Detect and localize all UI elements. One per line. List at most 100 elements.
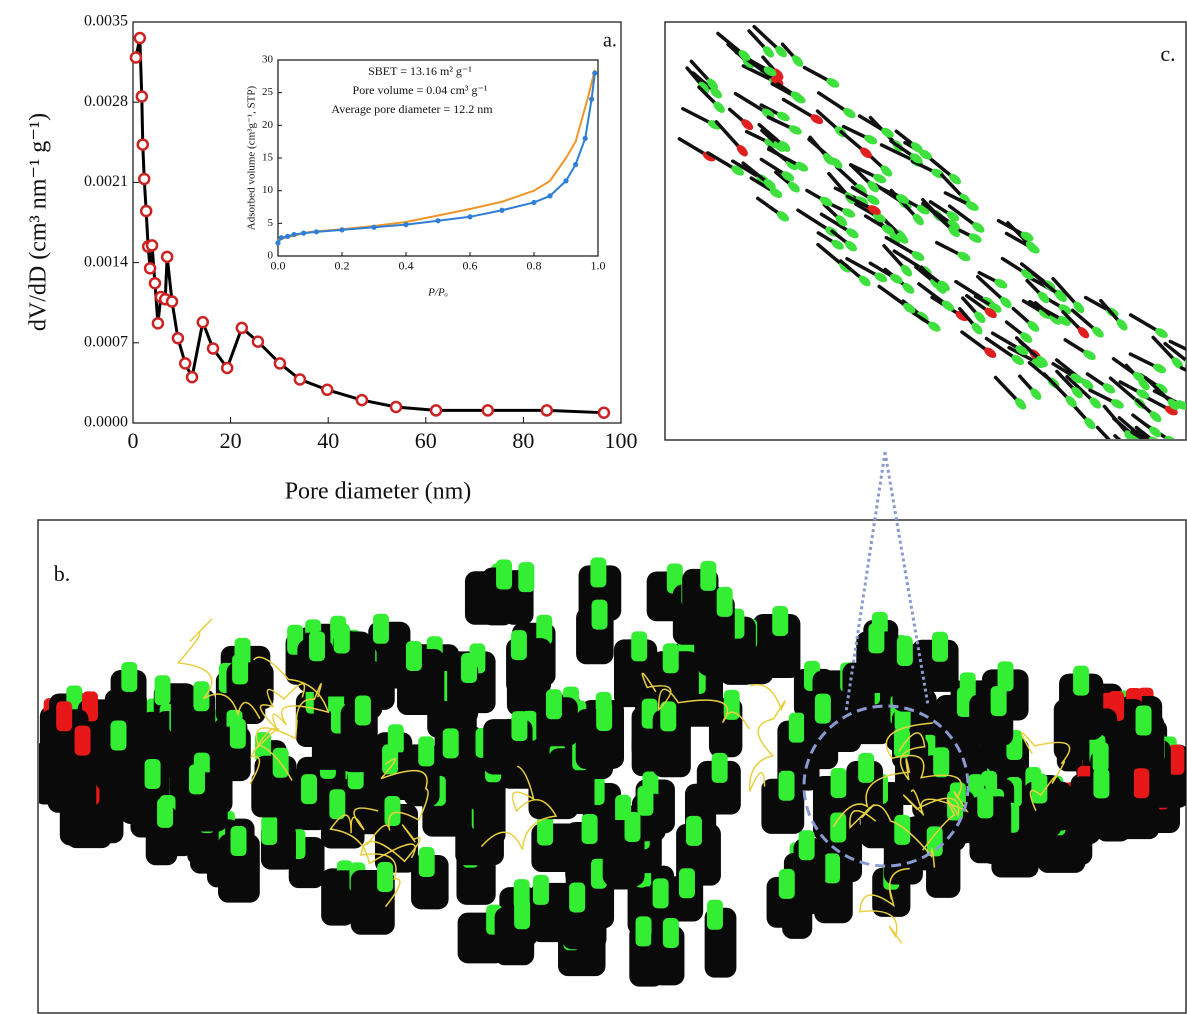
atom (874, 272, 888, 283)
cap (545, 689, 562, 720)
cap (56, 701, 73, 732)
cap (418, 847, 435, 878)
atom (1149, 426, 1162, 438)
x-tick-label: 80 (512, 428, 534, 453)
marker (129, 51, 143, 64)
cap (382, 744, 399, 775)
atom (968, 233, 982, 243)
cap (154, 675, 171, 706)
atom (706, 78, 718, 91)
cap (660, 701, 677, 732)
atom (1102, 383, 1116, 394)
chain (859, 867, 910, 944)
marker (171, 331, 185, 345)
atom (957, 251, 971, 262)
marker (320, 383, 334, 397)
atom (823, 152, 834, 165)
bond (1179, 366, 1186, 373)
cap (778, 770, 795, 801)
cap (518, 562, 535, 593)
atom (881, 127, 894, 138)
marker (139, 204, 153, 218)
marker (145, 239, 159, 252)
cap (461, 652, 478, 683)
atom (855, 183, 867, 196)
x-axis-label: Pore diameter (nm) (285, 479, 472, 505)
atom (1171, 357, 1183, 369)
atom (787, 181, 800, 193)
atom (778, 140, 791, 152)
atom (1065, 395, 1077, 408)
cap (591, 599, 608, 630)
cap (652, 878, 669, 909)
chain (903, 789, 960, 851)
atom (731, 165, 745, 176)
atom (769, 188, 783, 198)
atom (974, 311, 986, 324)
atom (1132, 371, 1146, 383)
chain (176, 618, 261, 720)
cap (977, 788, 994, 819)
y-axis-label: dV/dD (cm³ nm⁻¹ g⁻¹) (26, 113, 52, 331)
atom (867, 205, 881, 215)
atom (948, 225, 960, 238)
marker (597, 406, 611, 419)
cap (637, 785, 654, 816)
cap (711, 752, 728, 783)
atom (1135, 452, 1151, 467)
cap (329, 789, 346, 820)
atom (844, 240, 857, 252)
cap (537, 815, 554, 846)
bond (1168, 339, 1186, 352)
chain (366, 758, 429, 846)
marker (499, 207, 505, 213)
atom (1025, 241, 1038, 253)
cap (377, 861, 394, 892)
atom (1136, 389, 1150, 399)
chain (480, 765, 558, 850)
atom (1020, 231, 1034, 242)
atom (1152, 443, 1168, 457)
y-tick-label: 15 (262, 152, 274, 164)
atom (984, 307, 997, 319)
atom (910, 142, 923, 153)
atom (762, 45, 775, 58)
atom (858, 275, 871, 287)
marker (531, 199, 537, 206)
marker (293, 373, 307, 386)
chain (329, 807, 416, 865)
marker (160, 250, 174, 264)
cap (418, 736, 435, 767)
atom (895, 194, 910, 204)
cap (700, 560, 717, 591)
marker (178, 357, 192, 370)
y-tick-label: 0.0021 (84, 173, 128, 190)
marker (151, 317, 165, 330)
cylinder (110, 669, 147, 733)
atom (843, 107, 856, 119)
atom (965, 201, 979, 211)
cap (511, 711, 528, 742)
marker (592, 70, 598, 76)
atom (860, 147, 872, 159)
cap (372, 613, 389, 644)
atom (781, 171, 795, 182)
cap (685, 815, 702, 846)
atom (831, 239, 844, 250)
cap (110, 720, 127, 751)
cap (514, 899, 531, 930)
marker (165, 295, 179, 308)
atom (1164, 435, 1177, 439)
marker (339, 227, 345, 233)
marker (196, 315, 210, 329)
atom (1112, 455, 1128, 469)
cap (596, 701, 613, 732)
cap (678, 868, 695, 899)
cap (868, 623, 885, 654)
marker (273, 357, 287, 370)
panel-c-frame (664, 21, 1187, 441)
cap (624, 811, 641, 842)
atom (698, 81, 710, 94)
marker (371, 224, 377, 230)
